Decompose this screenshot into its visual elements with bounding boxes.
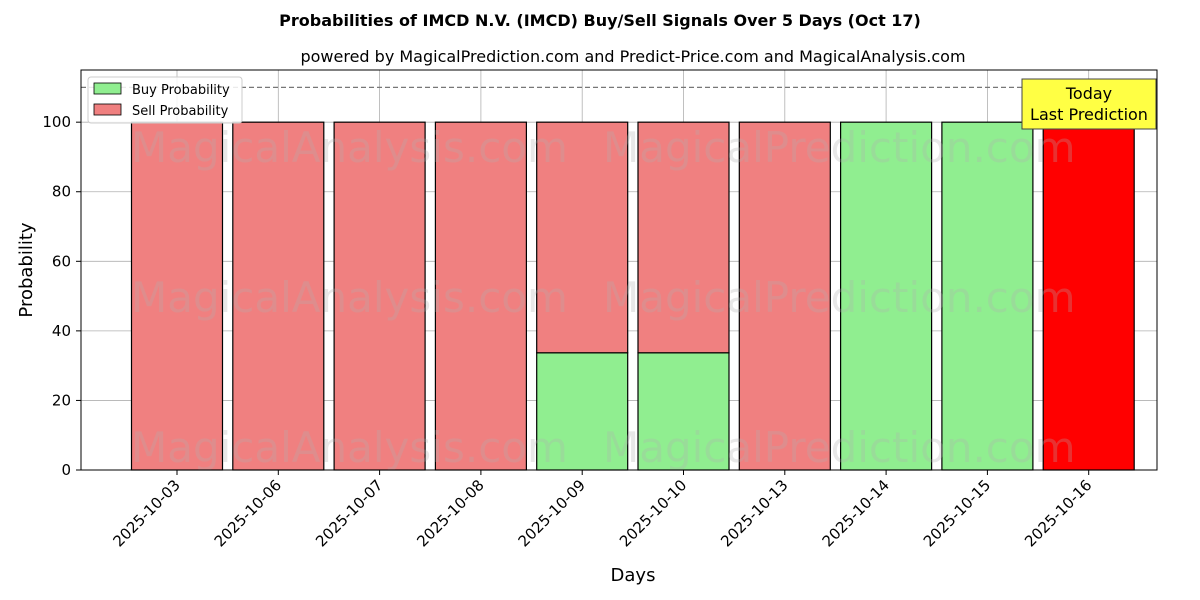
legend-swatch-sell [93, 103, 122, 116]
x-axis: 2025-10-03 2025-10-06 2025-10-07 2025-10-08… [109, 470, 1096, 550]
legend-label-buy: Buy Probability [132, 83, 230, 98]
x-tick-label: 2025-10-14 [819, 476, 893, 550]
x-tick-label: 2025-10-16 [1021, 476, 1095, 550]
bar-buy [839, 121, 933, 471]
bar-sell [536, 121, 629, 354]
watermark: MagicalPrediction.com [603, 123, 1076, 172]
watermark: MagicalAnalysis.com [131, 123, 568, 172]
watermarks: MagicalAnalysis.com MagicalPrediction.com… [131, 123, 1076, 472]
y-tick-label: 20 [52, 391, 71, 409]
y-tick-label: 60 [52, 252, 71, 270]
y-tick-label: 0 [61, 461, 71, 479]
chart-title: Probabilities of IMCD N.V. (IMCD) Buy/Se… [279, 11, 921, 30]
annotation-box: Today Last Prediction [1021, 78, 1157, 130]
x-axis-label: Days [611, 565, 656, 586]
legend-swatch-buy [93, 82, 122, 95]
bars [130, 121, 1135, 471]
x-tick-label: 2025-10-15 [920, 476, 994, 550]
x-tick-label: 2025-10-03 [109, 476, 183, 550]
y-tick-label: 40 [52, 322, 71, 340]
annotation-line2: Last Prediction [1030, 105, 1148, 124]
bar-buy [536, 352, 629, 471]
watermark: MagicalAnalysis.com [131, 423, 568, 472]
y-tick-label: 100 [42, 113, 71, 131]
bar-sell [1042, 121, 1135, 471]
bar-sell [130, 121, 224, 471]
bar-sell [637, 121, 730, 354]
legend-box [87, 76, 243, 124]
x-tick-label: 2025-10-09 [515, 476, 589, 550]
annotation-background [1021, 78, 1157, 130]
watermark: MagicalAnalysis.com [131, 273, 568, 322]
legend: Buy Probability Sell Probability [87, 76, 243, 124]
legend-label-sell: Sell Probability [132, 104, 229, 119]
y-axis-label: Probability [16, 222, 37, 317]
watermark: MagicalPrediction.com [603, 273, 1076, 322]
x-tick-label: 2025-10-08 [413, 476, 487, 550]
x-tick-label: 2025-10-07 [312, 476, 386, 550]
annotation-line1: Today [1065, 84, 1112, 103]
y-axis: 0 20 40 60 80 100 [42, 113, 81, 479]
bar-sell [738, 121, 831, 471]
watermark: MagicalPrediction.com [603, 423, 1076, 472]
chart-subtitle: powered by MagicalPrediction.com and Pre… [300, 47, 965, 66]
x-tick-label: 2025-10-10 [616, 476, 690, 550]
plot-frame [80, 69, 1158, 471]
y-tick-label: 80 [52, 183, 71, 201]
x-tick-label: 2025-10-06 [211, 476, 285, 550]
bar-buy [941, 121, 1034, 471]
x-tick-label: 2025-10-13 [717, 476, 791, 550]
bar-sell [434, 121, 527, 471]
